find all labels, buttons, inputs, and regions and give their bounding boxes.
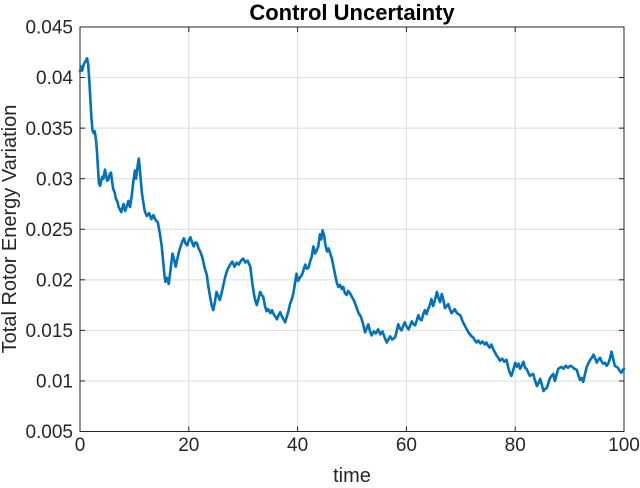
y-tick-label: 0.035	[25, 119, 73, 140]
x-tick-label: 0	[75, 435, 86, 456]
y-tick-label: 0.015	[25, 321, 73, 342]
x-tick-label: 20	[178, 435, 199, 456]
x-tick-label: 60	[396, 435, 417, 456]
y-tick-label: 0.02	[36, 270, 73, 291]
x-tick-label: 80	[505, 435, 526, 456]
y-tick-label: 0.045	[25, 18, 73, 39]
y-tick-label: 0.01	[36, 372, 73, 393]
y-tick-label: 0.005	[25, 422, 73, 443]
plot-area: 0 20 40 60 80 100 0.005 0.01 0.015 0.02 0.025 0.03 0…	[25, 18, 639, 456]
x-axis-label: time	[333, 465, 371, 487]
y-tick-label: 0.04	[36, 68, 73, 89]
chart-title: Control Uncertainty	[249, 0, 455, 25]
y-tick-label: 0.03	[36, 169, 73, 190]
y-axis-label: Total Rotor Energy Variation	[0, 105, 21, 354]
x-tick-label: 100	[608, 435, 640, 456]
x-tick-label: 40	[287, 435, 308, 456]
data-line	[78, 56, 626, 393]
y-tick-label: 0.025	[25, 220, 73, 241]
